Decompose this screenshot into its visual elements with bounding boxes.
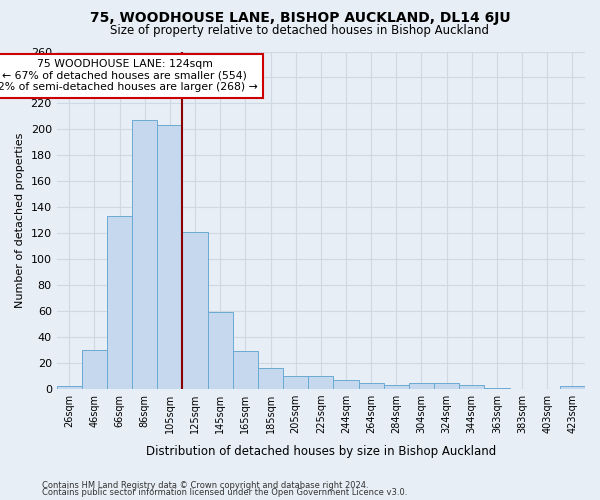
- Bar: [459, 385, 484, 389]
- Bar: [308, 376, 334, 389]
- Bar: [258, 368, 283, 389]
- Bar: [233, 352, 258, 389]
- Bar: [560, 386, 585, 389]
- Bar: [56, 386, 82, 389]
- Bar: [157, 126, 182, 389]
- Bar: [208, 312, 233, 389]
- Bar: [334, 380, 359, 389]
- Bar: [182, 232, 208, 389]
- Text: 75 WOODHOUSE LANE: 124sqm
← 67% of detached houses are smaller (554)
32% of semi: 75 WOODHOUSE LANE: 124sqm ← 67% of detac…: [0, 60, 258, 92]
- X-axis label: Distribution of detached houses by size in Bishop Auckland: Distribution of detached houses by size …: [146, 444, 496, 458]
- Text: Size of property relative to detached houses in Bishop Auckland: Size of property relative to detached ho…: [110, 24, 490, 37]
- Text: 75, WOODHOUSE LANE, BISHOP AUCKLAND, DL14 6JU: 75, WOODHOUSE LANE, BISHOP AUCKLAND, DL1…: [89, 11, 511, 25]
- Bar: [434, 382, 459, 389]
- Bar: [359, 382, 384, 389]
- Bar: [283, 376, 308, 389]
- Bar: [107, 216, 132, 389]
- Text: Contains HM Land Registry data © Crown copyright and database right 2024.: Contains HM Land Registry data © Crown c…: [42, 480, 368, 490]
- Bar: [409, 382, 434, 389]
- Bar: [82, 350, 107, 389]
- Bar: [484, 388, 509, 389]
- Y-axis label: Number of detached properties: Number of detached properties: [15, 132, 25, 308]
- Bar: [384, 385, 409, 389]
- Bar: [132, 120, 157, 389]
- Text: Contains public sector information licensed under the Open Government Licence v3: Contains public sector information licen…: [42, 488, 407, 497]
